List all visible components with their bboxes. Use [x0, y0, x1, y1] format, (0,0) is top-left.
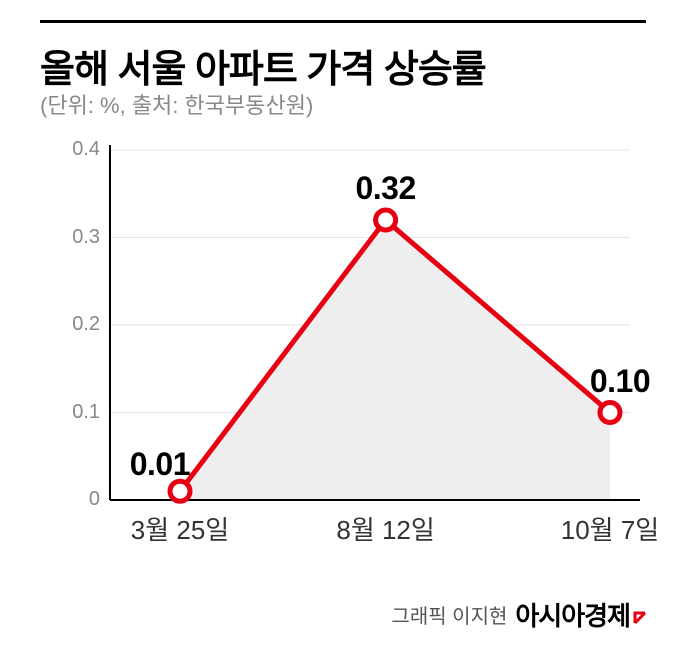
data-marker	[170, 481, 190, 501]
y-tick-label: 0.1	[40, 401, 100, 424]
subtitle-text: (단위: %, 출처: 한국부동산원)	[40, 93, 313, 118]
data-marker	[376, 210, 396, 230]
top-rule	[40, 20, 646, 23]
brand-mark-icon	[632, 610, 648, 626]
y-tick-label: 0.2	[40, 313, 100, 336]
y-tick-label: 0.4	[40, 138, 100, 161]
x-tick-label: 3월 25일	[110, 510, 250, 547]
credit: 그래픽 이지현 아시아경제	[391, 596, 648, 633]
brand-text: 아시아경제	[515, 601, 630, 631]
y-tick-label: 0.3	[40, 226, 100, 249]
data-marker	[600, 403, 620, 423]
value-label: 0.10	[560, 363, 680, 400]
x-tick-label: 10월 7일	[540, 510, 680, 547]
chart-title: 올해 서울 아파트 가격 상승률	[40, 38, 486, 93]
brand-name: 아시아경제	[515, 596, 648, 633]
x-tick-label: 8월 12일	[316, 510, 456, 547]
value-label: 0.01	[70, 446, 190, 483]
chart-subtitle: (단위: %, 출처: 한국부동산원)	[40, 88, 313, 120]
title-text: 올해 서울 아파트 가격 상승률	[40, 49, 486, 91]
value-label: 0.32	[326, 170, 446, 207]
chart-area: 00.10.20.30.4 3월 25일8월 12일10월 7일 0.010.3…	[40, 140, 646, 540]
y-tick-label: 0	[40, 488, 100, 511]
credit-author: 그래픽 이지현	[391, 600, 507, 629]
